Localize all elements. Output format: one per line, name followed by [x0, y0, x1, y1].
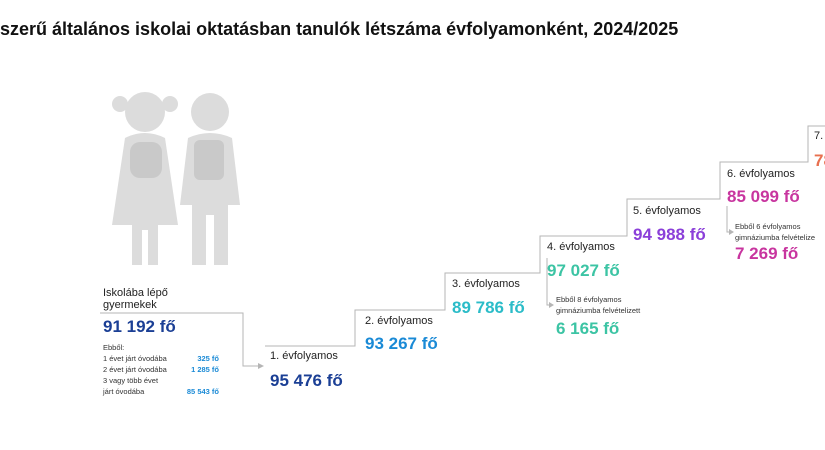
breakdown-label: 2 évet járt óvodába	[103, 365, 168, 374]
breakdown-value: 85 543 fő	[187, 387, 220, 396]
arrow	[729, 229, 734, 235]
grade-label: 1. évfolyamos	[270, 350, 338, 362]
staircase	[265, 125, 825, 347]
note-value: 6 165 fő	[556, 319, 619, 338]
breakdown-label: 1 évet járt óvodába	[103, 354, 168, 363]
title: szerű általános iskolai oktatásban tanul…	[0, 19, 678, 39]
grade-value: 94 988 fő	[633, 225, 706, 244]
note-line: gimnáziumba felvételize	[735, 233, 815, 242]
intro-label: Iskolába lépő	[103, 287, 168, 299]
grade-label: 2. évfolyamos	[365, 315, 433, 327]
grade-label: 7. é	[814, 130, 825, 142]
arrow	[549, 302, 554, 308]
breakdown-value: 1 285 fő	[191, 365, 219, 374]
breakdown-value: 325 fő	[197, 354, 219, 363]
note-line: gimnáziumba felvételizett	[556, 306, 641, 315]
breakdown-heading: Ebből:	[103, 343, 124, 352]
note-connector	[726, 206, 731, 233]
children-silhouette	[112, 92, 240, 265]
intro-connector	[100, 312, 260, 367]
grade-value: 85 099 fő	[727, 187, 800, 206]
breakdown-label: járt óvodába	[102, 387, 145, 396]
note-line: Ebből 6 évfolyamos	[735, 222, 801, 231]
grade-value: 78	[814, 151, 825, 170]
grade-value: 97 027 fő	[547, 261, 620, 280]
grade-value: 89 786 fő	[452, 298, 525, 317]
grade-value: 95 476 fő	[270, 371, 343, 390]
breakdown-label: 3 vagy több évet	[103, 376, 159, 385]
grade-label: 3. évfolyamos	[452, 278, 520, 290]
intro-label: gyermekek	[103, 299, 157, 311]
note-value: 7 269 fő	[735, 244, 798, 263]
intro-value: 91 192 fő	[103, 317, 176, 336]
arrow	[258, 363, 264, 369]
grade-label: 5. évfolyamos	[633, 205, 701, 217]
note-line: Ebből 8 évfolyamos	[556, 295, 622, 304]
grade-label: 6. évfolyamos	[727, 168, 795, 180]
grade-value: 93 267 fő	[365, 334, 438, 353]
grade-label: 4. évfolyamos	[547, 241, 615, 253]
